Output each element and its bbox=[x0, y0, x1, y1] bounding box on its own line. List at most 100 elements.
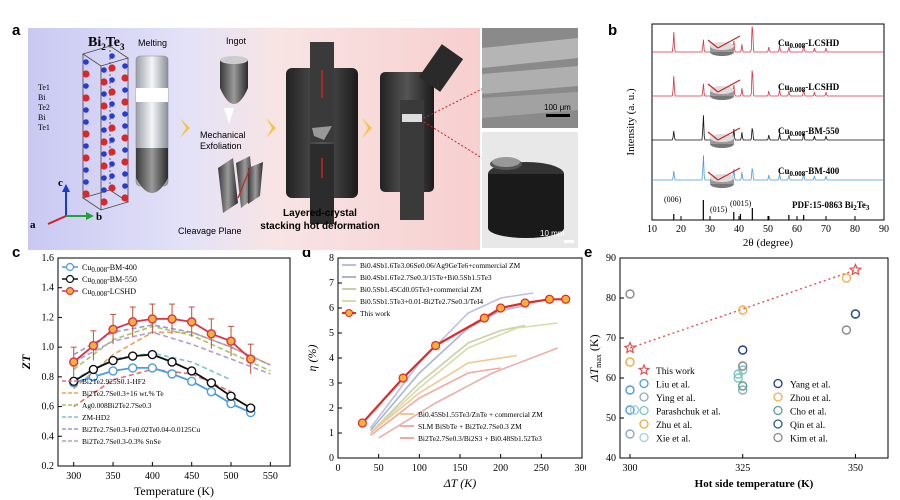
zt-legend-label: Cu0.008-LCSHD bbox=[82, 287, 136, 298]
dt-data-point bbox=[738, 381, 748, 391]
step-label-ingot: Ingot bbox=[226, 36, 247, 46]
zt-data-point bbox=[167, 314, 177, 324]
dt-data-point bbox=[625, 429, 635, 439]
eff-legend-label: Bi0.5Sb1.5Te3+0.01-Bi2Te2.7Se0.3/TeI4 bbox=[360, 297, 483, 306]
te-atom bbox=[109, 53, 115, 59]
zt-data-point bbox=[108, 355, 118, 366]
die-with-sample bbox=[380, 44, 499, 220]
eff-reference-line bbox=[369, 354, 518, 434]
te-atom bbox=[122, 183, 128, 189]
xrd-x-tick-label: 70 bbox=[821, 224, 831, 235]
zt-ref-legend-label: Ag0.008Bi2Te2.7Se0.3 bbox=[82, 401, 152, 410]
zt-data-point bbox=[206, 387, 217, 397]
dt-legend-marker bbox=[639, 405, 649, 416]
xrd-x-tick-label: 90 bbox=[879, 224, 889, 235]
dt-xlabel: Hot side temperature (K) bbox=[695, 478, 814, 490]
eff-legend-label: Bi0.5Sb1.45Cd0.05Te3+commercial ZM bbox=[360, 285, 482, 294]
zt-x-tick-label: 300 bbox=[66, 471, 81, 482]
eff-data-point bbox=[561, 294, 571, 304]
step-label-hotdeform-2: stacking hot deformation bbox=[260, 221, 379, 232]
photo-scale-label: 10 mm bbox=[540, 229, 565, 238]
dt-this-work-trend bbox=[629, 269, 856, 349]
panel-label-c: c bbox=[12, 244, 21, 261]
dt-legend-label: Qin et al. bbox=[790, 421, 825, 431]
arrow-right bbox=[362, 118, 372, 138]
eff-y-tick-label: 8 bbox=[329, 253, 334, 264]
eff-data-point bbox=[496, 303, 506, 313]
zt-ref-legend-label: Bi2Te2.7Se0.3-0.3% SnSe bbox=[82, 437, 161, 446]
step-label-melting: Melting bbox=[138, 38, 167, 48]
dt-legend-marker bbox=[773, 419, 783, 429]
eff-data-point bbox=[544, 294, 555, 304]
xrd-x-tick-label: 10 bbox=[647, 224, 657, 235]
xrd-trace-label: Cu0.008-LCSHD bbox=[778, 82, 840, 94]
xrd-trace bbox=[652, 70, 884, 97]
axis-label-a: a bbox=[30, 219, 36, 231]
dt-this-work-point bbox=[848, 262, 863, 276]
a-axis-arrow bbox=[47, 215, 67, 225]
eff-y-tick-label: 4 bbox=[329, 353, 334, 364]
dt-y-tick-label: 80 bbox=[606, 293, 616, 304]
sample-icon bbox=[707, 35, 741, 56]
zt-series-line bbox=[73, 367, 252, 414]
te-atom bbox=[109, 113, 115, 119]
step-label-exfoliation-2: Exfoliation bbox=[200, 141, 242, 151]
bi-atom bbox=[82, 154, 90, 162]
zt-data-point bbox=[147, 363, 158, 373]
zt-y-tick-label: 0.8 bbox=[42, 372, 55, 383]
dt-legend-label: This work bbox=[656, 367, 695, 377]
zt-data-point bbox=[88, 364, 99, 375]
eff-data-point bbox=[431, 340, 441, 351]
layer-label: Bi bbox=[38, 93, 46, 102]
xrd-trace bbox=[652, 155, 884, 181]
eff-data-point bbox=[479, 313, 489, 323]
eff-xlabel: ΔT (K) bbox=[443, 476, 477, 490]
eff-x-tick-label: 150 bbox=[453, 463, 468, 474]
xrd-trace-label: Cu0.008-LCSHD bbox=[778, 38, 840, 50]
zt-chart: 300 350 400 450 500 550 0.2 0.4 0.6 0.8 1.0 1.2 1.4 1… bbox=[20, 253, 291, 498]
bi-atom bbox=[100, 198, 108, 206]
dt-legend-label: Ying et al. bbox=[656, 394, 695, 404]
eff-legend-label: SLM BiSbTe + Bi2Te2.7Se0.3 ZM bbox=[418, 422, 522, 431]
dt-data-point bbox=[841, 273, 852, 283]
zt-data-point bbox=[186, 376, 197, 387]
eff-legend-label: This work bbox=[360, 309, 390, 318]
zt-data-point bbox=[226, 391, 236, 401]
eff-x-tick-label: 50 bbox=[374, 463, 384, 474]
dt-legend-label: Zhu et al. bbox=[656, 421, 692, 431]
bi-atom bbox=[121, 134, 129, 142]
zt-data-point bbox=[147, 314, 158, 324]
te-atom bbox=[83, 119, 89, 125]
peak-label-015: (015) bbox=[710, 205, 728, 214]
zt-x-tick-label: 400 bbox=[145, 471, 160, 482]
layer-label: Te1 bbox=[38, 123, 50, 132]
bi-atom bbox=[108, 124, 116, 132]
bi-atom bbox=[100, 78, 108, 86]
bi-atom bbox=[108, 148, 116, 156]
eff-x-tick-label: 300 bbox=[575, 463, 587, 474]
dt-data-point bbox=[738, 361, 748, 371]
zt-data-point bbox=[108, 366, 118, 376]
xrd-x-tick-label: 20 bbox=[676, 224, 686, 235]
te-atom bbox=[122, 147, 128, 153]
eff-reference-line bbox=[369, 292, 534, 429]
pdf-label: PDF:15-0863 Bi2Te3 bbox=[792, 200, 870, 212]
dt-data-point bbox=[850, 309, 861, 319]
sem-image: 100 μm bbox=[482, 28, 578, 128]
panel-label-b: b bbox=[608, 22, 618, 39]
sample-photo: 10 mm bbox=[482, 132, 578, 248]
zt-x-tick-label: 550 bbox=[263, 471, 278, 482]
zt-x-tick-label: 500 bbox=[224, 471, 239, 482]
te-atom bbox=[122, 123, 128, 129]
zt-data-point bbox=[206, 329, 217, 339]
zt-data-point bbox=[206, 378, 217, 388]
eff-reference-line bbox=[369, 322, 558, 434]
efficiency-chart: 0 50 100 150 200 250 300 0 1 2 3 4 5 6 7 8 ΔT (K) η (%) Bi… bbox=[306, 253, 587, 490]
axis-label-b: b bbox=[96, 211, 102, 223]
step-label-hotdeform-1: Layered-crystal bbox=[283, 208, 357, 219]
hot-deformation-die: Layered-crystal stacking hot deformation bbox=[260, 42, 380, 232]
te-atom bbox=[83, 143, 89, 149]
te-atom bbox=[83, 179, 89, 185]
eff-y-tick-label: 3 bbox=[329, 378, 334, 389]
formula-label: Bi2Te3 bbox=[88, 35, 125, 52]
